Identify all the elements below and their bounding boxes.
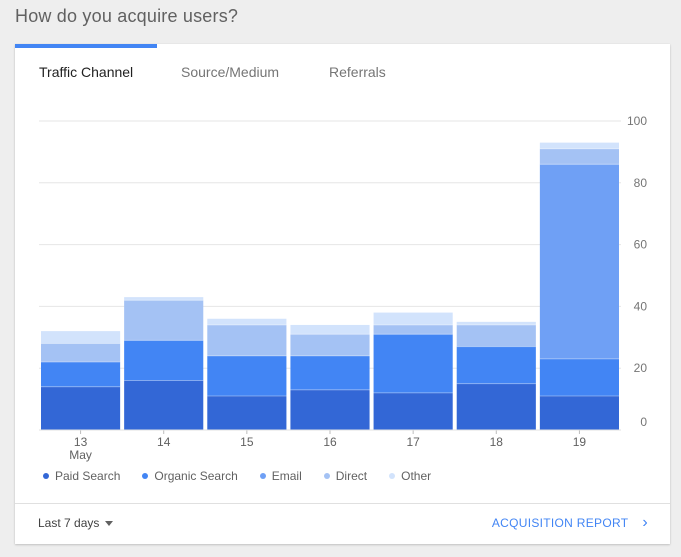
bar-segment xyxy=(373,392,453,430)
legend-label: Organic Search xyxy=(154,469,238,483)
x-tick-label: 17 xyxy=(406,435,420,449)
y-tick-label: 0 xyxy=(640,415,647,429)
x-tick-label: 15 xyxy=(240,435,254,449)
bar-segment xyxy=(41,331,121,344)
legend-label: Email xyxy=(271,469,302,483)
bar-segment xyxy=(207,318,287,325)
bar-segment xyxy=(539,142,619,149)
x-tick-sublabel: May xyxy=(69,448,92,462)
bar-segment xyxy=(456,324,536,347)
caret-down-icon xyxy=(105,520,114,526)
bar-segment xyxy=(290,355,370,390)
y-tick-label: 100 xyxy=(627,114,647,128)
bar-segment xyxy=(207,396,287,430)
bar-segment xyxy=(41,343,121,363)
tab-traffic-channel[interactable]: Traffic Channel xyxy=(39,64,134,80)
tab-referrals[interactable]: Referrals xyxy=(329,64,386,80)
legend-item: Paid Search xyxy=(43,468,120,484)
bar-segment xyxy=(290,389,370,430)
x-tick-label: 14 xyxy=(157,435,171,449)
date-range-label: Last 7 days xyxy=(38,516,100,530)
card-footer: Last 7 days ACQUISITION REPORT › xyxy=(15,503,670,544)
bar-segment xyxy=(207,324,287,356)
legend-label: Direct xyxy=(335,469,368,483)
chart-legend: Paid Search Organic Search Email Direct Othe… xyxy=(43,468,453,484)
bar-segment xyxy=(124,340,204,381)
legend-item: Email xyxy=(259,468,302,484)
bar-segment xyxy=(539,164,619,359)
card-accent-bar xyxy=(15,44,157,48)
legend-item: Organic Search xyxy=(142,468,238,484)
legend-swatch xyxy=(389,473,396,479)
bar-segment xyxy=(290,334,370,356)
bar-segment xyxy=(207,355,287,397)
legend-item: Other xyxy=(389,468,431,484)
tab-bar: Traffic Channel Source/Medium Referrals xyxy=(15,60,670,84)
legend-label: Other xyxy=(401,469,432,483)
bar-segment xyxy=(41,386,121,430)
legend-label: Paid Search xyxy=(55,469,121,483)
y-tick-label: 20 xyxy=(634,361,648,375)
bar-segment xyxy=(373,324,453,335)
bar-segment xyxy=(539,148,619,165)
acquisition-report-label: ACQUISITION REPORT xyxy=(491,516,629,530)
date-range-dropdown[interactable]: Last 7 days xyxy=(38,516,114,530)
legend-swatch xyxy=(259,473,266,479)
page-title: How do you acquire users? xyxy=(15,6,239,26)
bar-segment xyxy=(373,334,453,393)
legend-swatch xyxy=(323,473,330,479)
legend-swatch xyxy=(43,473,49,479)
bar-segment xyxy=(539,396,619,430)
y-tick-label: 40 xyxy=(634,299,648,313)
bar-segment xyxy=(41,362,121,387)
bar-segment xyxy=(124,380,204,430)
legend-swatch xyxy=(142,473,149,479)
bar-segment xyxy=(456,321,536,325)
acquisition-report-link[interactable]: ACQUISITION REPORT › xyxy=(491,514,648,531)
y-tick-label: 60 xyxy=(634,238,648,252)
x-tick-label: 19 xyxy=(573,435,587,449)
bar-segment xyxy=(124,300,204,341)
y-tick-label: 80 xyxy=(634,176,648,190)
bar-segment xyxy=(456,383,536,430)
bar-segment xyxy=(539,358,619,397)
x-tick-label: 13 xyxy=(74,435,88,449)
bar-segment xyxy=(290,324,370,335)
bar-segment xyxy=(373,312,453,325)
x-tick-label: 16 xyxy=(323,435,337,449)
tab-source-medium[interactable]: Source/Medium xyxy=(181,64,280,80)
acquisition-card: Traffic Channel Source/Medium Referrals … xyxy=(15,44,670,544)
bar-segment xyxy=(124,297,204,301)
legend-item: Direct xyxy=(323,468,368,484)
chevron-right-icon: › xyxy=(642,514,648,531)
bar-segment xyxy=(456,346,536,384)
x-tick-label: 18 xyxy=(490,435,504,449)
chart-area: 0 20 40 60 80 100 13 May 14 15 16 17 18 19 xyxy=(15,104,670,484)
